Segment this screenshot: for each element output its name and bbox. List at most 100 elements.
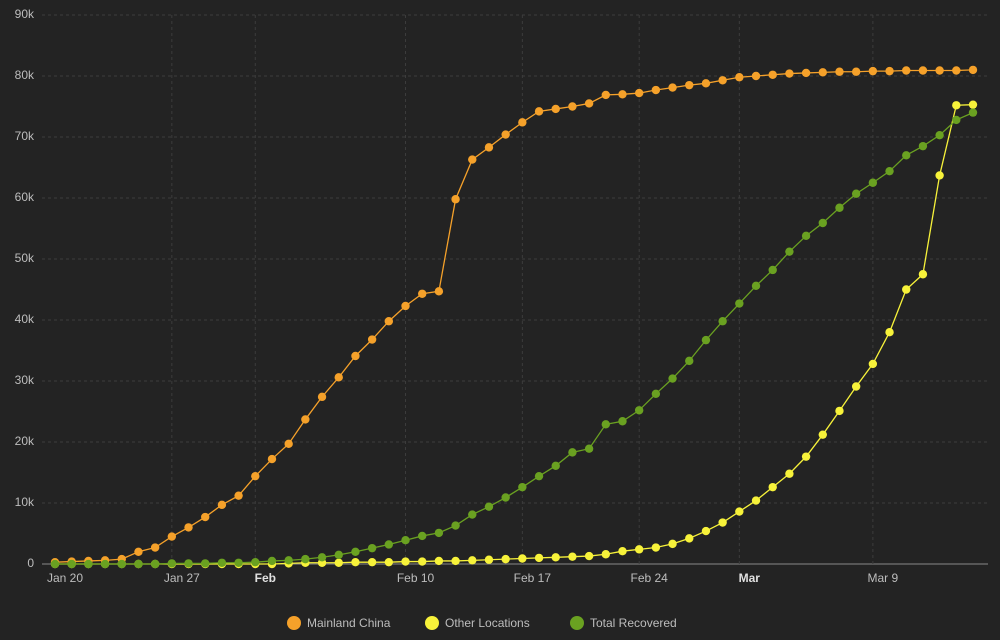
- data-point: [184, 559, 193, 568]
- data-point: [568, 102, 577, 111]
- data-point: [735, 73, 744, 82]
- data-point: [868, 178, 878, 187]
- legend-item[interactable]: Total Recovered: [570, 616, 677, 630]
- legend-label: Mainland China: [307, 616, 391, 630]
- data-point: [317, 392, 327, 402]
- data-point: [251, 471, 260, 481]
- data-point: [267, 556, 277, 566]
- data-point: [651, 389, 661, 399]
- data-point: [434, 528, 444, 538]
- y-tick-label: 20k: [15, 434, 35, 448]
- data-point: [468, 155, 477, 164]
- y-tick-label: 70k: [15, 129, 35, 143]
- data-point: [184, 523, 193, 532]
- data-point: [868, 66, 878, 76]
- data-point: [551, 461, 560, 470]
- data-point: [150, 543, 160, 552]
- legend-swatch: [425, 616, 439, 630]
- legend-label: Other Locations: [445, 616, 530, 630]
- data-point: [451, 195, 460, 204]
- data-point: [284, 556, 293, 565]
- data-point: [434, 556, 444, 566]
- data-point: [952, 115, 961, 125]
- data-point: [751, 496, 761, 505]
- data-point: [584, 551, 594, 561]
- data-point: [451, 556, 460, 566]
- data-point: [451, 521, 460, 530]
- data-point: [701, 335, 711, 345]
- legend-label: Total Recovered: [590, 616, 677, 630]
- data-point: [801, 68, 811, 78]
- data-point: [568, 552, 577, 561]
- data-point: [952, 101, 961, 110]
- data-point: [167, 532, 177, 541]
- data-point: [384, 557, 394, 567]
- data-point: [418, 289, 427, 298]
- data-point: [401, 301, 410, 311]
- y-tick-label: 90k: [15, 7, 35, 21]
- y-tick-label: 40k: [15, 312, 35, 326]
- data-point: [117, 559, 126, 569]
- data-point: [618, 546, 627, 556]
- data-point: [918, 141, 928, 151]
- data-point: [234, 558, 243, 567]
- data-point: [418, 531, 427, 541]
- data-point: [568, 448, 577, 457]
- data-point: [634, 406, 644, 415]
- y-tick-label: 80k: [15, 68, 35, 82]
- data-point: [818, 218, 827, 228]
- data-point: [334, 558, 343, 567]
- data-point: [818, 430, 827, 439]
- data-point: [785, 69, 794, 78]
- data-point: [735, 299, 744, 308]
- data-point: [317, 553, 327, 562]
- series-line: [55, 104, 974, 565]
- data-point: [851, 67, 861, 76]
- data-point: [851, 382, 861, 391]
- data-point: [518, 482, 527, 492]
- data-point: [367, 557, 377, 567]
- data-point: [100, 559, 110, 569]
- data-point: [284, 439, 293, 449]
- x-tick-label: Jan 20: [47, 571, 83, 585]
- data-point: [902, 66, 911, 75]
- legend-swatch: [287, 616, 301, 630]
- data-point: [835, 406, 844, 416]
- data-point: [751, 71, 761, 81]
- y-tick-label: 0: [27, 556, 34, 570]
- legend-swatch: [570, 616, 584, 630]
- legend-item[interactable]: Other Locations: [425, 616, 530, 630]
- x-tick-label: Feb: [255, 571, 276, 585]
- legend-item[interactable]: Mainland China: [287, 616, 391, 630]
- data-point: [601, 90, 610, 100]
- data-point: [301, 415, 310, 424]
- data-point: [835, 203, 844, 212]
- data-point: [584, 99, 594, 108]
- data-point: [768, 482, 777, 492]
- data-point: [685, 80, 694, 90]
- data-point: [134, 559, 143, 569]
- data-point: [518, 554, 527, 563]
- data-point: [801, 231, 811, 241]
- data-point: [484, 143, 494, 152]
- data-point: [551, 553, 560, 562]
- data-point: [334, 373, 343, 382]
- data-point: [718, 317, 727, 326]
- data-point: [918, 270, 928, 279]
- data-point: [201, 512, 210, 522]
- x-tick-label: Mar 9: [868, 571, 899, 585]
- data-point: [701, 79, 711, 88]
- data-point: [952, 66, 961, 75]
- data-point: [751, 281, 761, 291]
- data-point: [685, 356, 694, 366]
- data-point: [935, 66, 944, 75]
- data-point: [902, 285, 911, 294]
- data-point: [484, 555, 494, 564]
- data-point: [634, 88, 644, 98]
- data-point: [685, 534, 694, 543]
- data-point: [584, 444, 594, 453]
- data-point: [651, 543, 661, 552]
- data-point: [351, 351, 360, 361]
- data-point: [668, 83, 677, 92]
- data-point: [267, 454, 277, 464]
